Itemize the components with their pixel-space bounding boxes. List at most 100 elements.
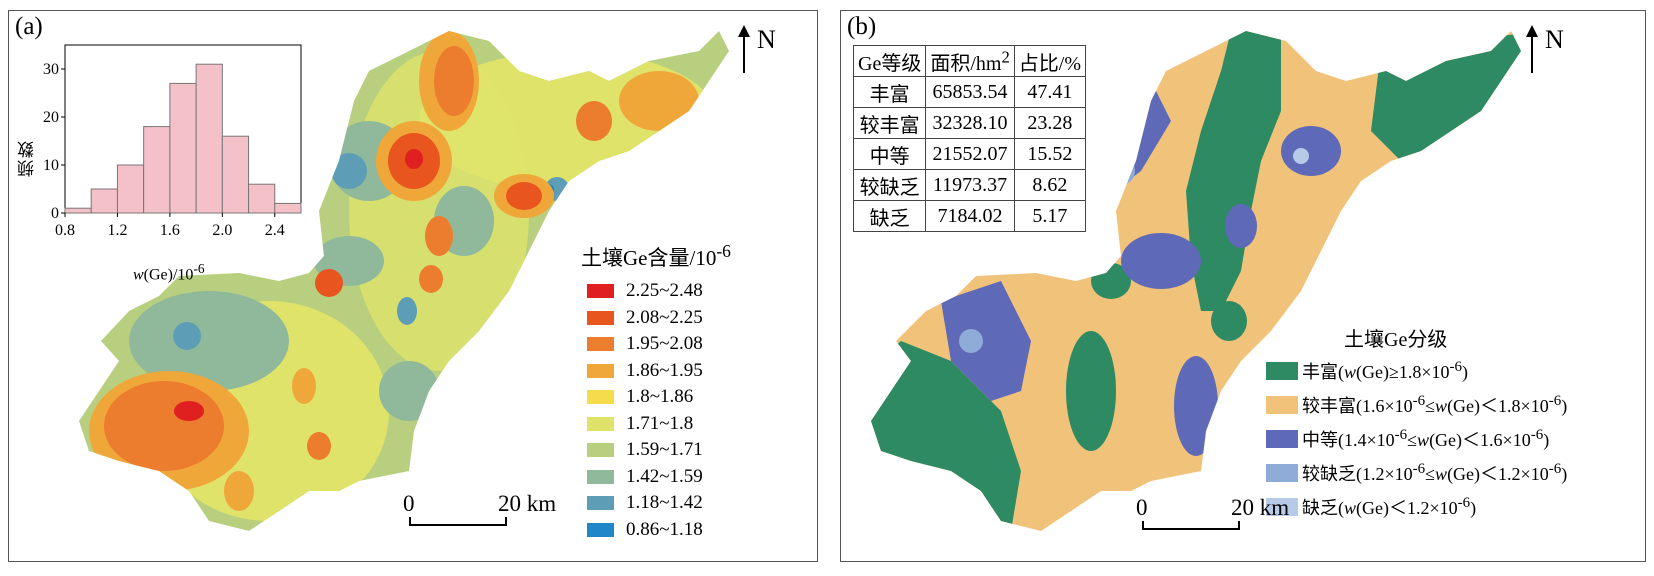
table-cell: 23.28 <box>1013 107 1087 139</box>
legend-a-swatch <box>587 443 614 458</box>
legend-a-label: 2.08~2.25 <box>626 306 703 328</box>
legend-a-item: 1.95~2.08 <box>587 331 814 358</box>
histogram-ylabel: 频数 <box>18 139 37 177</box>
histogram-xlabel: w(Ge)/10-6 <box>133 261 205 284</box>
legend-a-title: 土壤Ge含量/10-6 <box>581 241 731 270</box>
histogram-bar <box>116 164 145 214</box>
table-cell: 15.52 <box>1013 138 1087 170</box>
table-cell: 5.17 <box>1013 200 1087 232</box>
histogram-bar <box>90 188 118 214</box>
table-row: 中等 21552.07 15.52 <box>852 138 1087 170</box>
legend-a-swatch <box>587 363 614 378</box>
legend-a-label: 1.95~2.08 <box>626 333 703 355</box>
legend-a-label: 0.86~1.18 <box>626 518 703 540</box>
table-cell: 缺乏 <box>852 200 927 232</box>
histogram-chart: 0.8 1.2 1.6 2.0 2.4 0 10 20 30 <box>43 44 302 239</box>
legend-b-swatch <box>1266 362 1298 380</box>
histogram-x-tick-label: 2.4 <box>265 222 285 239</box>
histogram-bar <box>274 202 302 214</box>
legend-a-swatch <box>587 310 614 325</box>
area-table-header: Ge等级 面积/hm2 占比/% <box>852 45 1087 77</box>
legend-b-item: 丰富(w(Ge)≥1.8×10-6) <box>1266 356 1645 386</box>
scale-line-b <box>1142 521 1240 530</box>
histogram-y-tick-label: 20 <box>43 109 59 126</box>
legend-b-item: 较缺乏(1.2×10-6≤w(Ge)＜1.2×10-6) <box>1266 458 1645 488</box>
histogram-bar <box>143 126 171 214</box>
concentration-map <box>79 31 729 531</box>
table-cell: 32328.10 <box>925 107 1015 139</box>
legend-a-item: 1.42~1.59 <box>587 464 814 491</box>
north-label-b: N <box>1545 25 1564 54</box>
table-cell: 11973.37 <box>925 169 1015 201</box>
legend-a-swatch <box>587 469 614 484</box>
scale-a-zero: 0 <box>403 491 415 516</box>
table-cell: 8.62 <box>1013 169 1087 201</box>
table-cell: 7184.02 <box>925 200 1015 232</box>
legend-a-swatch <box>587 390 614 405</box>
legend-a-label: 1.86~1.95 <box>626 359 703 381</box>
area-table-body: 丰富 65853.54 47.41 较丰富 32328.10 23.28 中等 21552.0… <box>852 76 1087 232</box>
north-arrow-icon <box>738 25 750 73</box>
table-cell: 47.41 <box>1013 76 1087 108</box>
legend-a-swatch <box>587 416 614 431</box>
table-cell: 较丰富 <box>852 107 927 139</box>
scale-b-twenty: 20 km <box>1231 495 1290 520</box>
legend-b-label: 较缺乏(1.2×10-6≤w(Ge)＜1.2×10-6) <box>1302 461 1568 484</box>
histogram-bar <box>221 135 250 214</box>
legend-a-label: 1.18~1.42 <box>626 492 703 514</box>
histogram-bar <box>169 82 197 214</box>
legend-b-label: 较丰富(1.6×10-6≤w(Ge)＜1.8×10-6) <box>1302 393 1568 416</box>
legend-b-label: 中等(1.4×10-6≤w(Ge)＜1.6×10-6) <box>1302 427 1550 450</box>
area-table: Ge等级 面积/hm2 占比/% 丰富 65853.54 47.41 较丰富 32328.1… <box>852 45 1087 232</box>
legend-a-label: 2.25~2.48 <box>626 280 703 302</box>
legend-b-swatch <box>1266 396 1298 414</box>
legend-a-item: 1.59~1.71 <box>587 437 814 464</box>
panel-b-label: (b) <box>847 13 877 40</box>
legend-classification: 土壤Ge分级 丰富(w(Ge)≥1.8×10-6) 较丰富(1.6×10-6≤w(… <box>1266 323 1645 522</box>
table-cell: 丰富 <box>852 76 927 108</box>
legend-a-item: 2.08~2.25 <box>587 305 814 332</box>
legend-b-item: 缺乏(w(Ge)＜1.2×10-6) <box>1266 492 1645 522</box>
legend-b-swatch <box>1266 464 1298 482</box>
histogram-bar <box>195 63 223 214</box>
histogram-y-tick-label: 30 <box>43 61 59 78</box>
table-row: 丰富 65853.54 47.41 <box>852 76 1087 108</box>
legend-b-label: 缺乏(w(Ge)＜1.2×10-6) <box>1302 495 1477 518</box>
legend-a-item: 0.86~1.18 <box>587 517 814 544</box>
legend-a-label: 1.8~1.86 <box>626 386 694 408</box>
north-arrow-icon <box>1526 25 1538 73</box>
legend-b-item: 较丰富(1.6×10-6≤w(Ge)＜1.8×10-6) <box>1266 390 1645 420</box>
legend-a-label: 1.59~1.71 <box>626 439 703 461</box>
table-cell: 21552.07 <box>925 138 1015 170</box>
table-header-cell: 占比/% <box>1013 45 1087 77</box>
histogram-x-tick-label: 1.2 <box>107 222 127 239</box>
histogram-x-tick-label: 0.8 <box>55 222 75 239</box>
table-header-cell: 面积/hm2 <box>925 45 1015 77</box>
table-header-cell: Ge等级 <box>852 45 927 77</box>
legend-concentration: 土壤Ge含量/10-6 2.25~2.48 2.08~2.25 1.95~2.08 1… <box>569 241 814 543</box>
table-cell: 较缺乏 <box>852 169 927 201</box>
legend-a-swatch <box>587 522 614 537</box>
scale-line-a <box>409 517 507 526</box>
histogram-x-tick-label: 1.6 <box>160 222 180 239</box>
legend-a-item: 1.18~1.42 <box>587 490 814 517</box>
table-row: 较缺乏 11973.37 8.62 <box>852 169 1087 201</box>
legend-a-item: 2.25~2.48 <box>587 278 814 305</box>
legend-b-title: 土壤Ge分级 <box>1344 329 1448 351</box>
scale-b-zero: 0 <box>1136 495 1148 520</box>
north-label-a: N <box>757 25 776 54</box>
legend-a-label: 1.71~1.8 <box>626 412 694 434</box>
legend-a-item: 1.86~1.95 <box>587 358 814 385</box>
scale-a-twenty: 20 km <box>498 491 557 516</box>
table-cell: 中等 <box>852 138 927 170</box>
histogram-bar <box>248 183 276 214</box>
table-row: 缺乏 7184.02 5.17 <box>852 200 1087 232</box>
histogram-inset: 0.8 1.2 1.6 2.0 2.4 0 10 20 30 w(Ge)/10-6 频数 <box>13 39 313 309</box>
legend-a-swatch <box>587 284 614 299</box>
histogram-bar <box>64 207 92 214</box>
table-row: 较丰富 32328.10 23.28 <box>852 107 1087 139</box>
panel-b-classification-map: (b) N Ge等级 面积/hm2 占比/% 丰富 65853.54 47.41 较丰富 3… <box>840 10 1646 562</box>
histogram-x-tick-label: 2.0 <box>212 222 232 239</box>
table-cell: 65853.54 <box>925 76 1015 108</box>
legend-a-swatch <box>587 337 614 352</box>
